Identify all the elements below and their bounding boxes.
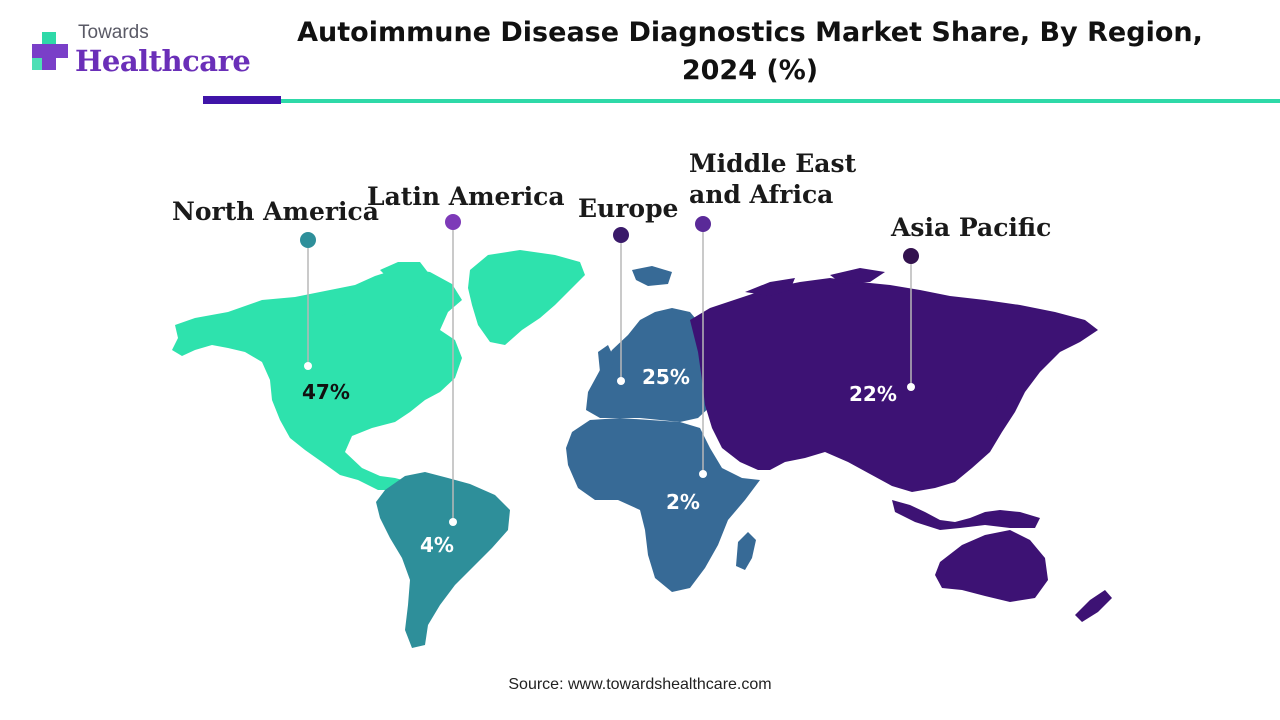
- asia-pacific-shape: [690, 268, 1112, 622]
- anchor-north-america: [304, 362, 312, 370]
- europe-africa-shape: [566, 266, 760, 592]
- anchor-latin-america: [449, 518, 457, 526]
- north-america-shape: [172, 250, 585, 490]
- value-north-america: 47%: [302, 380, 350, 404]
- label-latin-america: Latin America: [367, 182, 565, 211]
- marker-middle-east-africa: [695, 216, 711, 232]
- label-asia-pacific: Asia Pacific: [891, 213, 1052, 242]
- anchor-middle-east-africa: [699, 470, 707, 478]
- marker-latin-america: [445, 214, 461, 230]
- title-underline: [281, 99, 1280, 103]
- logo-text-healthcare: Healthcare: [75, 44, 251, 78]
- value-middle-east-africa: 2%: [666, 490, 700, 514]
- label-europe: Europe: [578, 194, 679, 223]
- towards-healthcare-logo: Towards Healthcare: [20, 18, 260, 88]
- marker-asia-pacific: [903, 248, 919, 264]
- logo-text-towards: Towards: [78, 22, 149, 43]
- medical-cross-icon: [32, 32, 68, 70]
- source-note: Source: www.towardshealthcare.com: [508, 676, 772, 693]
- anchor-europe: [617, 377, 625, 385]
- chart-title: Autoimmune Disease Diagnostics Market Sh…: [297, 17, 1203, 86]
- latin-america-shape: [376, 472, 510, 648]
- label-north-america: North America: [172, 197, 379, 226]
- marker-europe: [613, 227, 629, 243]
- label-middle-east-africa: Middle East and Africa: [689, 149, 857, 209]
- value-asia-pacific: 22%: [849, 382, 897, 406]
- value-europe: 25%: [642, 365, 690, 389]
- title-accent-bar: [203, 96, 281, 104]
- value-latin-america: 4%: [420, 533, 454, 557]
- marker-north-america: [300, 232, 316, 248]
- anchor-asia-pacific: [907, 383, 915, 391]
